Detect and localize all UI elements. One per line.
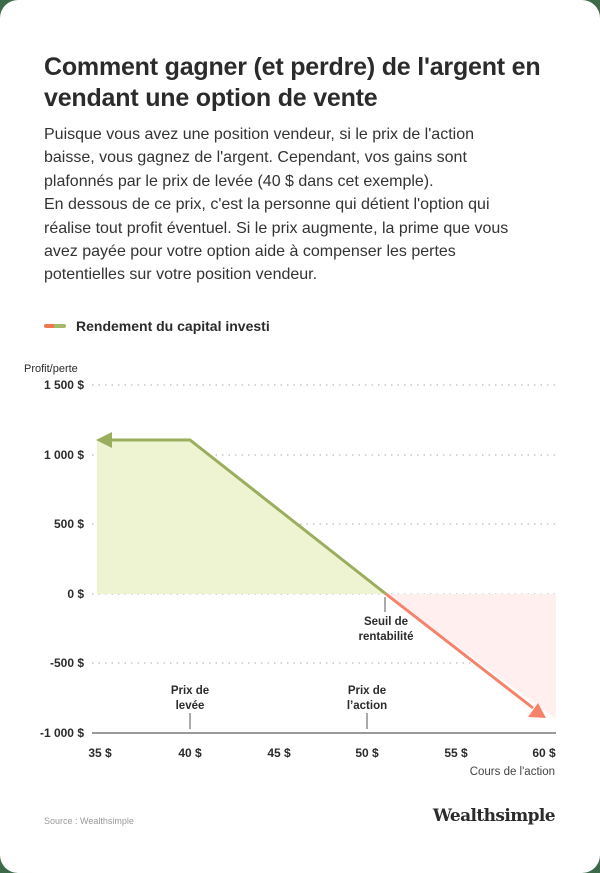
y-tick: 1 500 $ [44, 378, 84, 392]
svg-text:Prix de: Prix de [171, 685, 209, 697]
payoff-chart: Profit/perte 1 500 $ 1 000 $ 500 $ 0 $ -… [24, 363, 556, 778]
breakeven-label: Seuil de rentabilité [359, 616, 414, 643]
stock-price-label: Prix de l’action [347, 685, 387, 712]
x-tick: 50 $ [355, 746, 379, 760]
svg-text:levée: levée [176, 700, 205, 712]
x-tick: 45 $ [267, 746, 291, 760]
legend-swatch-icon [44, 324, 66, 328]
x-tick: 55 $ [444, 746, 468, 760]
description-line: avez payée pour votre option aide à comp… [44, 243, 456, 261]
description-line: baisse, vous gagnez de l'argent. Cependa… [44, 149, 467, 167]
y-tick-labels: 1 500 $ 1 000 $ 500 $ 0 $ -500 $ -1 000 … [40, 378, 84, 740]
svg-text:Prix de: Prix de [348, 685, 386, 697]
description-line: réalise tout profit éventuel. Si le prix… [44, 219, 509, 237]
x-tick: 35 $ [88, 746, 112, 760]
y-tick: -500 $ [50, 656, 84, 670]
svg-text:rentabilité: rentabilité [359, 631, 414, 643]
down-right-arrow-icon [528, 703, 546, 718]
loss-line [385, 592, 534, 710]
description-line: potentielles sur votre position vendeur. [44, 266, 318, 284]
chart-legend: Rendement du capital investi [44, 318, 270, 334]
description-line: Puisque vous avez une position vendeur, … [44, 126, 474, 143]
x-tick: 40 $ [178, 746, 202, 760]
profit-line [110, 438, 387, 596]
source-note: Source : Wealthsimple [44, 816, 134, 826]
wealthsimple-logo: Wealthsimple [432, 806, 556, 826]
y-tick: 0 $ [67, 587, 84, 601]
profit-area [97, 440, 386, 594]
svg-text:Seuil de: Seuil de [364, 616, 408, 628]
x-axis-title: Cours de l'action [470, 766, 555, 778]
y-tick: -1 000 $ [40, 726, 84, 740]
y-tick: 1 000 $ [44, 448, 84, 462]
x-tick-labels: 35 $ 40 $ 45 $ 50 $ 55 $ 60 $ [88, 746, 556, 760]
description: Puisque vous avez une position vendeur, … [44, 123, 564, 287]
legend-label: Rendement du capital investi [76, 318, 270, 334]
svg-text:l’action: l’action [347, 700, 387, 712]
page-title: Comment gagner (et perdre) de l'argent e… [44, 53, 541, 112]
left-arrow-icon [96, 432, 112, 448]
y-tick: 500 $ [54, 517, 84, 531]
description-line: plafonnés par le prix de levée (40 $ dan… [44, 172, 434, 190]
description-line: En dessous de ce prix, c'est la personne… [44, 196, 490, 214]
y-axis-title: Profit/perte [24, 363, 78, 375]
strike-label: Prix de levée [171, 685, 209, 712]
x-tick: 60 $ [532, 746, 556, 760]
